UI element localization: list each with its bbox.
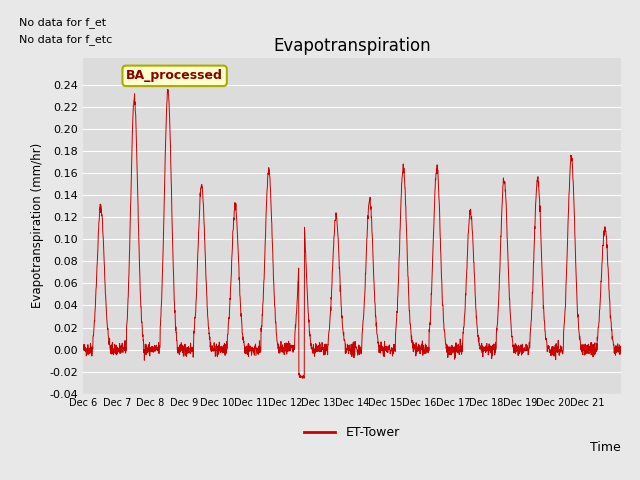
Legend: ET-Tower: ET-Tower xyxy=(300,421,404,444)
Text: No data for f_etc: No data for f_etc xyxy=(19,34,112,45)
Text: No data for f_et: No data for f_et xyxy=(19,17,106,28)
Y-axis label: Evapotranspiration (mm/hr): Evapotranspiration (mm/hr) xyxy=(31,143,44,308)
Text: BA_processed: BA_processed xyxy=(126,70,223,83)
Title: Evapotranspiration: Evapotranspiration xyxy=(273,36,431,55)
Text: Time: Time xyxy=(590,441,621,454)
